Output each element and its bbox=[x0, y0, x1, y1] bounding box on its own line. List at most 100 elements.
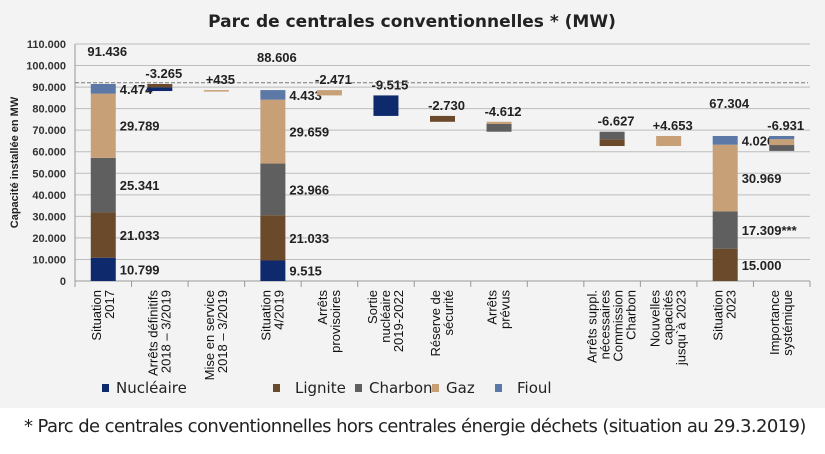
segment-value-label: 4.474 bbox=[120, 82, 153, 97]
footnote: * Parc de centrales conventionnelles hor… bbox=[0, 408, 825, 454]
category-label: Situation bbox=[89, 290, 104, 341]
legend-label: Charbon bbox=[369, 379, 433, 397]
category-label: sécurité bbox=[441, 290, 456, 336]
category-label: Charbon bbox=[624, 290, 639, 340]
bar-segment-cha bbox=[260, 163, 286, 216]
bar-segment-lig bbox=[712, 248, 738, 281]
category-label: Situation bbox=[711, 290, 726, 341]
y-tick-label: 0 bbox=[60, 276, 66, 288]
segment-value-label: 10.799 bbox=[120, 262, 160, 277]
delta-value-label: -6.931 bbox=[767, 118, 804, 133]
legend-swatch-nuc bbox=[102, 384, 109, 392]
bar-segment-gaz bbox=[769, 139, 795, 146]
footnote-text: * Parc de centrales conventionnelles hor… bbox=[24, 416, 806, 437]
legend-label: Fioul bbox=[517, 379, 552, 397]
y-axis-label: Capacité installée en MW bbox=[9, 96, 21, 228]
y-tick-label: 70.000 bbox=[32, 125, 66, 137]
delta-value-label: -2.471 bbox=[315, 72, 352, 87]
category-label: Arrêts définitifs bbox=[145, 290, 160, 376]
y-tick-label: 100.000 bbox=[26, 61, 66, 73]
y-tick-label: 90.000 bbox=[32, 82, 66, 94]
category-label: Mise en service bbox=[202, 290, 217, 380]
y-tick-label: 80.000 bbox=[32, 104, 66, 116]
waterfall-chart: Parc de centrales conventionnelles * (MW… bbox=[9, 12, 811, 397]
category-label: provisoires bbox=[328, 290, 343, 353]
y-tick-label: 10.000 bbox=[32, 254, 66, 266]
category-label: systémique bbox=[780, 290, 795, 356]
delta-value-label: +435 bbox=[206, 72, 235, 87]
total-value-label: 91.436 bbox=[87, 44, 127, 59]
total-value-label: 88.606 bbox=[257, 50, 297, 65]
segment-value-label: 21.033 bbox=[289, 231, 329, 246]
category-label: 2018 – 3/2019 bbox=[215, 290, 230, 373]
bar-segment-nuc bbox=[147, 87, 173, 92]
category-label: 4/2019 bbox=[271, 290, 286, 330]
category-label: Commission bbox=[611, 290, 626, 362]
y-tick-label: 30.000 bbox=[32, 211, 66, 223]
segment-value-label: 30.969 bbox=[742, 171, 782, 186]
category-label: Réserve de bbox=[428, 290, 443, 356]
bar-segment-lig bbox=[260, 215, 286, 261]
category-label: 2019-2022 bbox=[391, 290, 406, 352]
category-label: Situation bbox=[258, 290, 273, 341]
bar-segment-lig bbox=[147, 83, 173, 88]
y-tick-label: 50.000 bbox=[32, 168, 66, 180]
bar-segment-cha bbox=[90, 157, 116, 213]
category-label: 2017 bbox=[102, 290, 117, 319]
category-label: Arrêts suppl. bbox=[585, 290, 600, 363]
legend-swatch-gaz bbox=[432, 384, 439, 392]
segment-value-label: 29.659 bbox=[289, 125, 329, 140]
bar-segment-fio bbox=[769, 135, 795, 140]
category-label: Nouvelles bbox=[648, 290, 663, 348]
segment-value-label: 21.033 bbox=[120, 228, 160, 243]
segment-value-label: 4.433 bbox=[289, 88, 322, 103]
delta-value-label: -3.265 bbox=[145, 66, 182, 81]
bar-segment-cha bbox=[599, 131, 625, 140]
segment-value-label: 25.341 bbox=[120, 178, 160, 193]
legend-label: Nucléaire bbox=[116, 379, 187, 397]
segment-value-label: 23.966 bbox=[289, 182, 329, 197]
legend-swatch-lig bbox=[273, 384, 280, 392]
bar-segment-fio bbox=[90, 83, 116, 94]
bar-segment-nuc bbox=[90, 257, 116, 281]
delta-value-label: -6.627 bbox=[598, 114, 635, 129]
bar-segment-fio bbox=[260, 90, 286, 100]
category-label: capacités bbox=[661, 290, 676, 345]
bar-segment-gaz bbox=[656, 135, 682, 147]
category-label: prévus bbox=[498, 290, 513, 330]
segment-value-label: 9.515 bbox=[289, 264, 322, 279]
bar-segment-gaz bbox=[260, 99, 286, 164]
bar-segment-fio bbox=[712, 135, 738, 145]
delta-value-label: +4.653 bbox=[653, 118, 693, 133]
legend-swatch-fio bbox=[495, 384, 502, 392]
bar-segment-lig bbox=[430, 115, 455, 122]
segment-value-label: 15.000 bbox=[742, 258, 782, 273]
category-label: Importance bbox=[767, 290, 782, 355]
bar-segment-lig bbox=[90, 212, 116, 258]
legend-swatch-cha bbox=[355, 384, 362, 392]
segment-value-label: 17.309*** bbox=[742, 223, 798, 238]
bar-segment-nuc bbox=[373, 95, 399, 116]
bar-segment-cha bbox=[486, 123, 512, 132]
delta-value-label: -9.515 bbox=[372, 77, 409, 92]
legend-label: Lignite bbox=[295, 379, 346, 397]
legend-label: Gaz bbox=[446, 379, 475, 397]
category-label: 2018 – 3/2019 bbox=[158, 290, 173, 373]
bar-segment-gaz bbox=[486, 121, 512, 124]
bar-segment-lig bbox=[599, 139, 625, 147]
bar-segment-gaz bbox=[712, 144, 738, 212]
bar-segment-cha bbox=[769, 145, 795, 151]
bar-segment-gaz bbox=[316, 90, 342, 96]
category-label: Arrêts bbox=[315, 290, 330, 325]
y-tick-label: 40.000 bbox=[32, 190, 66, 202]
bar-segment-nuc bbox=[260, 260, 286, 281]
y-tick-label: 60.000 bbox=[32, 147, 66, 159]
bar-segment-gaz bbox=[203, 90, 229, 92]
bar-segment-gaz bbox=[90, 93, 116, 158]
category-label: nucléaire bbox=[378, 290, 393, 343]
segment-value-label: 29.789 bbox=[120, 119, 160, 134]
category-label: 2023 bbox=[724, 290, 739, 319]
segment-value-label: 4.026 bbox=[742, 133, 775, 148]
category-label: Arrêts bbox=[485, 290, 500, 325]
category-label: Sortie bbox=[365, 290, 380, 324]
